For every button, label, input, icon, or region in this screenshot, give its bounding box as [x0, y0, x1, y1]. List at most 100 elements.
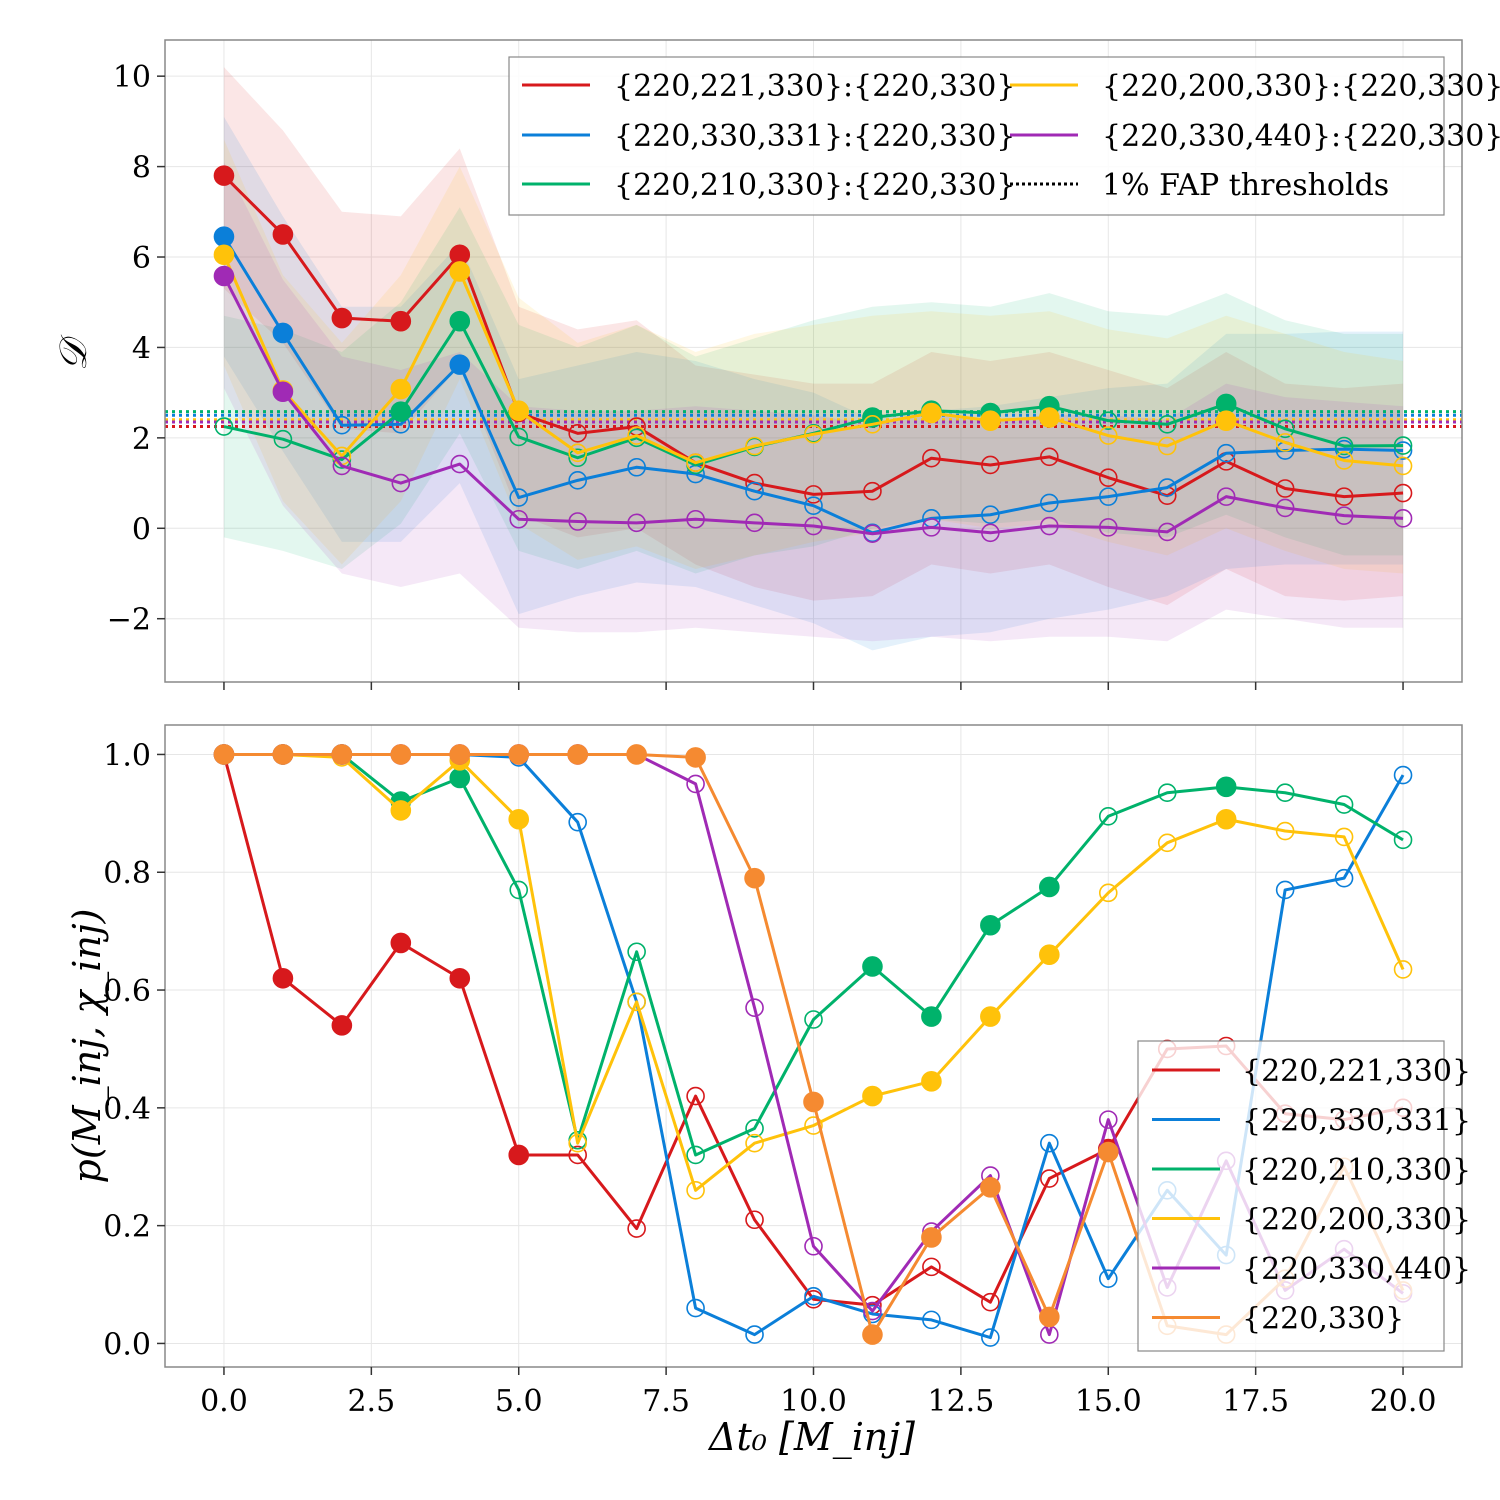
- y-tick-label: 10: [113, 60, 151, 95]
- data-point-open: [1157, 522, 1177, 542]
- data-point-open: [922, 1257, 941, 1277]
- data-point-open: [745, 1119, 764, 1138]
- data-point-open: [1334, 868, 1354, 888]
- data-point-filled: [862, 956, 883, 977]
- data-point-filled: [213, 744, 235, 765]
- data-point-open: [1098, 806, 1118, 826]
- data-point-open: [863, 524, 882, 544]
- legend-label: {220,221,330}:{220,330}: [614, 69, 1015, 104]
- series-line: [223, 752, 1405, 1192]
- data-point-open: [332, 456, 352, 476]
- data-point-open: [1098, 1269, 1118, 1288]
- uncertainty-band: [223, 139, 1404, 574]
- data-point-open: [627, 1219, 646, 1238]
- series-line: [222, 235, 1404, 535]
- x-tick-label: 0.0: [200, 1384, 248, 1419]
- data-point-filled: [213, 165, 235, 186]
- x-tick-label: 15.0: [1075, 1384, 1142, 1419]
- data-point-open: [804, 424, 823, 444]
- y-tick-label: −2: [107, 603, 151, 638]
- data-point-open: [1216, 443, 1236, 463]
- data-point-open: [745, 513, 764, 533]
- data-point-open: [1334, 451, 1354, 470]
- data-point-open: [1393, 830, 1413, 850]
- data-point-filled: [272, 322, 294, 344]
- data-point-open: [981, 523, 1000, 543]
- legend-label: {220,200,330}: [1242, 1203, 1471, 1238]
- top-legend-frame: [508, 56, 1445, 216]
- data-point-filled: [980, 914, 1001, 936]
- data-point-open: [981, 1292, 1000, 1312]
- data-point-open: [1334, 795, 1354, 814]
- data-point-open: [745, 1325, 764, 1344]
- data-point-filled: [685, 747, 706, 768]
- data-point-open: [509, 880, 529, 900]
- bottom-legend-frame: [1137, 1040, 1445, 1352]
- data-point-open: [686, 1145, 705, 1165]
- data-point-filled: [921, 1071, 942, 1092]
- data-point-open: [1275, 783, 1295, 803]
- data-point-open: [1157, 783, 1177, 803]
- data-point-open: [1157, 833, 1177, 853]
- data-point-open: [1393, 509, 1413, 528]
- data-point-filled: [272, 967, 294, 989]
- data-point-open: [863, 481, 882, 501]
- data-point-filled: [626, 744, 647, 765]
- data-point-open: [332, 415, 352, 435]
- data-point-open: [1275, 498, 1295, 518]
- data-point-filled: [272, 744, 294, 765]
- data-point-filled: [213, 265, 235, 287]
- x-tick-label: 10.0: [780, 1384, 847, 1419]
- data-point-open: [804, 1010, 823, 1029]
- data-point-filled: [331, 307, 353, 329]
- data-point-filled: [449, 354, 471, 375]
- data-point-filled: [449, 767, 471, 789]
- data-point-open: [922, 518, 941, 537]
- data-point-filled: [331, 744, 353, 765]
- top-bands: [223, 67, 1404, 651]
- data-point-filled: [921, 402, 942, 424]
- data-point-filled: [1215, 808, 1237, 830]
- data-point-open: [981, 455, 1000, 475]
- data-point-filled: [390, 744, 412, 765]
- x-tick-label: 2.5: [347, 1384, 395, 1419]
- uncertainty-band: [223, 116, 1404, 651]
- data-point-open: [627, 942, 646, 962]
- data-point-filled: [862, 1085, 883, 1107]
- data-point-open: [922, 1310, 941, 1330]
- data-point-open: [1098, 518, 1118, 537]
- data-point-filled: [272, 224, 294, 245]
- data-point-open: [214, 417, 234, 436]
- legend-label: {220,210,330}:{220,330}: [614, 168, 1015, 203]
- data-point-open: [627, 513, 646, 533]
- data-point-open: [686, 1181, 705, 1200]
- data-point-open: [804, 1236, 823, 1256]
- data-point-open: [273, 429, 293, 449]
- legend-label: {220,210,330}: [1242, 1153, 1471, 1188]
- y-tick-label: 6: [132, 241, 151, 276]
- data-point-open: [1393, 436, 1413, 455]
- data-point-open: [686, 453, 705, 473]
- x-tick-label: 7.5: [642, 1384, 690, 1419]
- y-tick-label: 2: [132, 422, 151, 457]
- data-point-open: [568, 1133, 587, 1153]
- legend-label: {220,330,440}: [1242, 1252, 1471, 1287]
- data-point-open: [1393, 960, 1413, 979]
- top-y-axis-label: 𝒟: [51, 334, 95, 371]
- data-point-open: [686, 1086, 705, 1106]
- data-point-filled: [449, 261, 471, 282]
- top-legend: {220,221,330}:{220,330} {220,330,331}:{22…: [508, 56, 1500, 216]
- x-tick-label: 20.0: [1370, 1384, 1437, 1419]
- x-tick-label: 5.0: [495, 1384, 543, 1419]
- data-point-filled: [1039, 407, 1060, 428]
- data-point-open: [568, 812, 587, 832]
- data-point-filled: [390, 310, 412, 332]
- data-point-open: [1275, 433, 1295, 452]
- data-point-open: [804, 1116, 823, 1135]
- data-point-filled: [567, 744, 588, 765]
- bottom-panel: 0.0 2.5 5.0 7.5 10.0 12.5 15.0 17.5 20.0 0.0 0.2 0.…: [65, 724, 1471, 1460]
- data-point-filled: [1215, 776, 1237, 798]
- data-point-open: [1040, 1133, 1059, 1153]
- bottom-x-axis-label: Δt₀ [M_inj]: [707, 1415, 915, 1460]
- data-point-open: [1393, 456, 1413, 476]
